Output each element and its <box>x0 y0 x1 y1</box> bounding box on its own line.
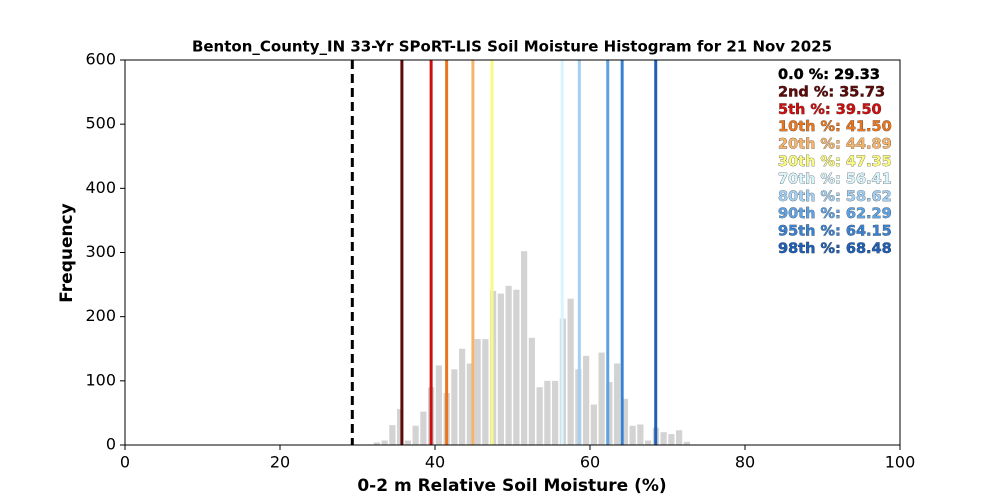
bar <box>420 411 427 445</box>
legend-entry: 0.0 %: 29.33 <box>778 67 880 83</box>
bar <box>629 425 636 445</box>
bar <box>536 387 543 445</box>
y-tick-label: 300 <box>85 242 116 261</box>
bar <box>389 425 396 445</box>
legend-entry: 80th %: 58.62 <box>778 189 892 205</box>
chart-title: Benton_County_IN 33-Yr SPoRT-LIS Soil Mo… <box>192 38 832 56</box>
bar <box>606 382 613 445</box>
x-tick-label: 60 <box>580 453 600 472</box>
bar <box>505 285 512 445</box>
bar <box>683 441 690 445</box>
bar <box>513 289 520 445</box>
bar <box>552 380 559 445</box>
bar <box>381 440 388 445</box>
bar <box>466 363 473 445</box>
legend-entry: 70th %: 56.41 <box>778 171 892 187</box>
x-axis-label: 0-2 m Relative Soil Moisture (%) <box>357 476 666 496</box>
bar <box>621 398 628 445</box>
bar <box>373 442 380 445</box>
bar <box>397 409 404 445</box>
y-tick-label: 600 <box>85 50 116 69</box>
legend-entry: 5th %: 39.50 <box>778 102 882 118</box>
bar <box>660 432 667 445</box>
bar <box>598 352 605 445</box>
bar <box>676 430 683 445</box>
y-tick-label: 100 <box>85 370 116 389</box>
legend-entry: 98th %: 68.48 <box>778 241 892 257</box>
bar <box>451 369 458 445</box>
bar <box>412 425 419 445</box>
legend-entry: 30th %: 47.35 <box>778 154 892 170</box>
bar <box>404 440 411 445</box>
bar <box>528 337 535 445</box>
bar <box>474 339 481 445</box>
bar <box>459 348 466 445</box>
x-tick-label: 0 <box>120 453 130 472</box>
legend-entry: 90th %: 62.29 <box>778 206 892 222</box>
bar <box>614 363 621 445</box>
bar <box>645 440 652 445</box>
x-tick-label: 100 <box>885 453 916 472</box>
y-axis-label: Frequency <box>57 203 77 303</box>
y-tick-label: 400 <box>85 178 116 197</box>
bar <box>583 355 590 445</box>
y-tick-label: 0 <box>106 435 116 454</box>
bar <box>482 339 489 445</box>
x-tick-label: 40 <box>425 453 445 472</box>
bar <box>435 365 442 445</box>
bar <box>521 251 528 445</box>
y-tick-label: 500 <box>85 114 116 133</box>
bar <box>637 424 644 445</box>
bar <box>497 293 504 445</box>
x-tick-label: 20 <box>270 453 290 472</box>
bar <box>544 380 551 445</box>
legend-entry: 2nd %: 35.73 <box>778 84 885 100</box>
legend-entry: 95th %: 64.15 <box>778 224 892 240</box>
y-tick-label: 200 <box>85 306 116 325</box>
bar <box>590 404 597 445</box>
legend-entry: 10th %: 41.50 <box>778 119 892 135</box>
legend-entry: 20th %: 44.89 <box>778 137 892 153</box>
x-tick-label: 80 <box>735 453 755 472</box>
bar <box>668 434 675 445</box>
bar <box>567 298 574 445</box>
